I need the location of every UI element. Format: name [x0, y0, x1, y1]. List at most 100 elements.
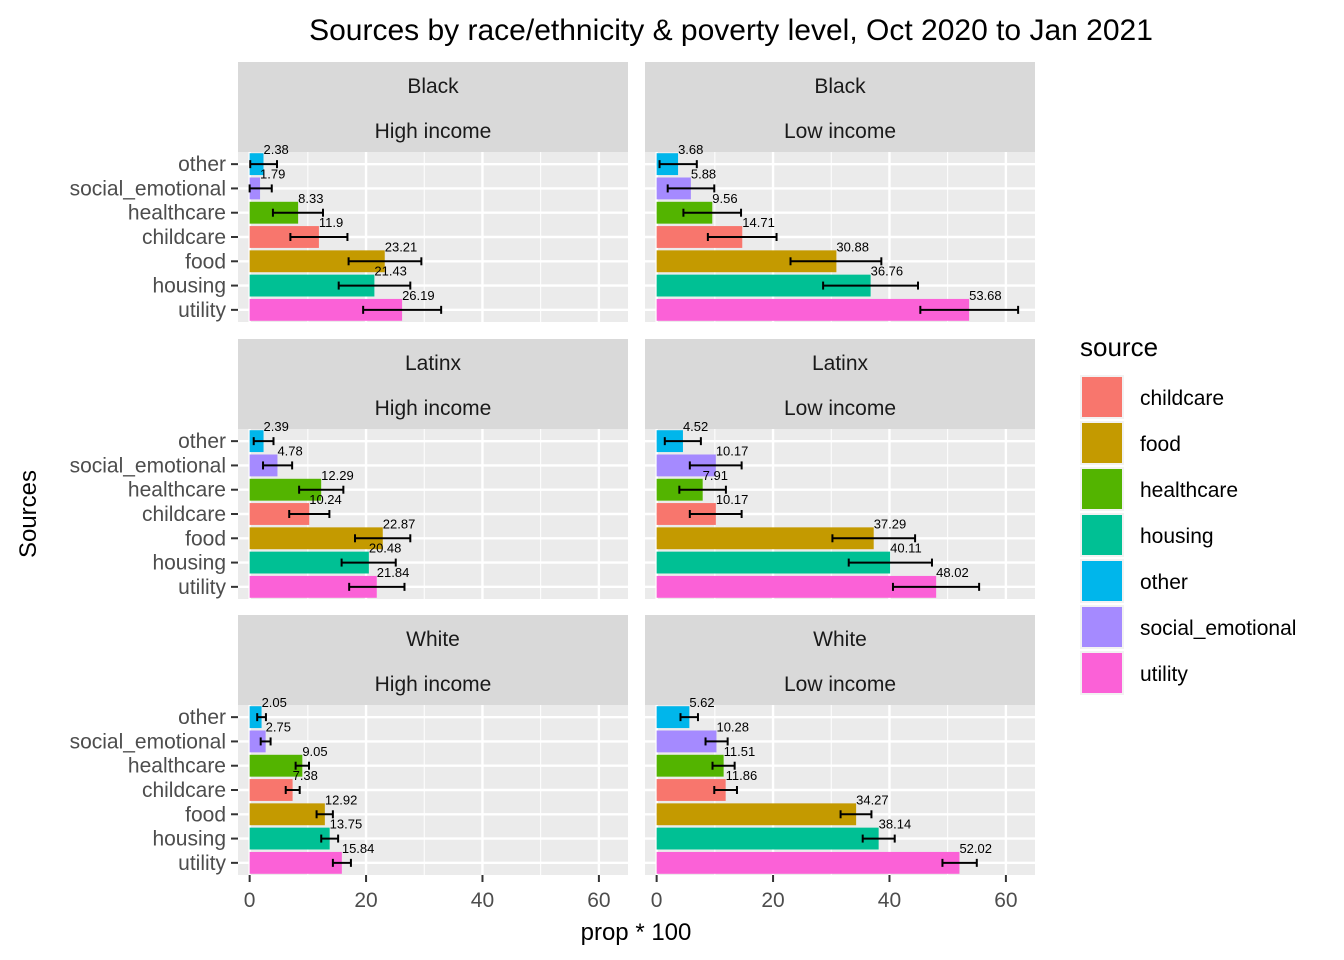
- bar-food: [656, 250, 837, 273]
- facet-strip-row-label: White: [406, 628, 460, 651]
- data-label: 20.48: [369, 541, 402, 556]
- x-tick-label: 0: [651, 889, 663, 912]
- bar-food: [249, 527, 383, 550]
- facet-strip-col: [238, 660, 628, 705]
- facet-strip-row: [238, 62, 628, 107]
- y-tick-label: food: [185, 803, 226, 826]
- bar-utility: [249, 851, 342, 874]
- data-label: 36.76: [871, 264, 904, 279]
- data-label: 3.68: [678, 142, 703, 157]
- data-label: 10.24: [309, 492, 342, 507]
- legend-swatch-food: [1082, 423, 1122, 463]
- facet-strip-row: [645, 339, 1035, 384]
- legend-label: healthcare: [1140, 479, 1238, 502]
- bar-childcare: [249, 503, 310, 525]
- facet-strip-col-label: High income: [375, 120, 492, 143]
- data-label: 14.71: [742, 215, 775, 230]
- chart-title: Sources by race/ethnicity & poverty leve…: [309, 14, 1153, 47]
- bar-food: [249, 803, 325, 826]
- legend-label: social_emotional: [1140, 617, 1296, 640]
- legend-swatch-social_emotional: [1082, 607, 1122, 647]
- facet-panel: Black Low income 3.68 5.88 9.56 14.71 30.8836.…: [645, 62, 1035, 322]
- bar-housing: [249, 274, 375, 297]
- data-label: 2.39: [264, 419, 289, 434]
- y-tick-label: healthcare: [128, 202, 226, 225]
- bar-social_emotional: [656, 454, 716, 477]
- y-tick-label: healthcare: [128, 755, 226, 778]
- legend-title: source: [1080, 332, 1158, 362]
- data-label: 11.9: [319, 215, 343, 230]
- facet-strip-row-label: Latinx: [405, 352, 462, 375]
- y-tick-label: social_emotional: [70, 177, 226, 200]
- bar-healthcare: [249, 754, 303, 777]
- facet-panel: Latinx High income 2.39 4.78 12.29 10.24 22.87…: [70, 339, 628, 599]
- x-axis-label: prop * 100: [581, 919, 692, 946]
- facet-panel: Black High income 2.38 1.79 8.33 11.9 23.21 21.…: [70, 62, 628, 322]
- y-tick-label: social_emotional: [70, 454, 226, 477]
- bar-utility: [656, 298, 970, 321]
- data-label: 30.88: [836, 239, 869, 254]
- bar-housing: [656, 827, 879, 850]
- x-tick-label: 20: [761, 889, 784, 912]
- y-tick-label: utility: [178, 576, 226, 599]
- legend-swatch-utility: [1082, 653, 1122, 693]
- legend-label: housing: [1140, 525, 1214, 548]
- data-label: 10.17: [716, 444, 749, 459]
- facet-strip-row: [645, 62, 1035, 107]
- data-label: 38.14: [879, 817, 912, 832]
- facet-panel: Latinx Low income 4.52 10.17 7.91 10.17 37.29 4…: [645, 339, 1035, 599]
- data-label: 22.87: [383, 516, 416, 531]
- data-label: 52.02: [959, 841, 992, 856]
- data-label: 9.05: [302, 744, 327, 759]
- data-label: 8.33: [298, 191, 323, 206]
- data-label: 7.38: [293, 768, 318, 783]
- bar-healthcare: [249, 478, 322, 501]
- facet-strip-row-label: White: [813, 628, 867, 651]
- y-axis-label: Sources: [15, 470, 42, 558]
- data-label: 4.78: [277, 444, 302, 459]
- legend-swatch-childcare: [1082, 377, 1122, 417]
- y-tick-label: housing: [152, 275, 226, 298]
- x-tick-label: 20: [354, 889, 377, 912]
- bar-healthcare: [656, 754, 724, 777]
- facet-strip-row-label: Black: [814, 75, 866, 98]
- legend-swatch-housing: [1082, 515, 1122, 555]
- bar-housing: [656, 551, 891, 574]
- facet-strip-col: [238, 384, 628, 429]
- data-label: 23.21: [385, 239, 418, 254]
- data-label: 9.56: [712, 191, 737, 206]
- data-label: 7.91: [703, 468, 728, 483]
- bar-childcare: [656, 226, 743, 248]
- y-tick-label: food: [185, 250, 226, 273]
- bar-childcare: [656, 503, 716, 525]
- y-tick-label: other: [178, 706, 226, 729]
- data-label: 13.75: [330, 817, 363, 832]
- x-tick-label: 40: [878, 889, 901, 912]
- facet-strip-col-label: Low income: [784, 120, 896, 143]
- bar-utility: [656, 851, 960, 874]
- legend-label: other: [1140, 571, 1188, 594]
- bar-housing: [249, 827, 330, 850]
- data-label: 5.88: [691, 167, 716, 182]
- bar-utility: [249, 575, 377, 598]
- data-label: 2.75: [266, 720, 291, 735]
- y-tick-label: healthcare: [128, 479, 226, 502]
- data-label: 37.29: [874, 516, 907, 531]
- facet-strip-row-label: Black: [407, 75, 459, 98]
- y-tick-label: housing: [152, 552, 226, 575]
- facet-strip-row: [645, 615, 1035, 660]
- y-tick-label: utility: [178, 299, 226, 322]
- bar-utility: [656, 575, 937, 598]
- data-label: 11.51: [724, 744, 756, 759]
- data-label: 2.05: [262, 695, 287, 710]
- data-label: 15.84: [342, 841, 375, 856]
- facet-strip-row-label: Latinx: [812, 352, 869, 375]
- data-label: 48.02: [936, 565, 969, 580]
- bar-housing: [249, 551, 369, 574]
- y-tick-label: social_emotional: [70, 730, 226, 753]
- legend: source childcare food healthcare housing oth…: [1080, 332, 1296, 695]
- data-label: 11.86: [726, 768, 758, 783]
- y-tick-label: housing: [152, 828, 226, 851]
- bar-other: [249, 706, 262, 729]
- bar-other: [656, 706, 690, 729]
